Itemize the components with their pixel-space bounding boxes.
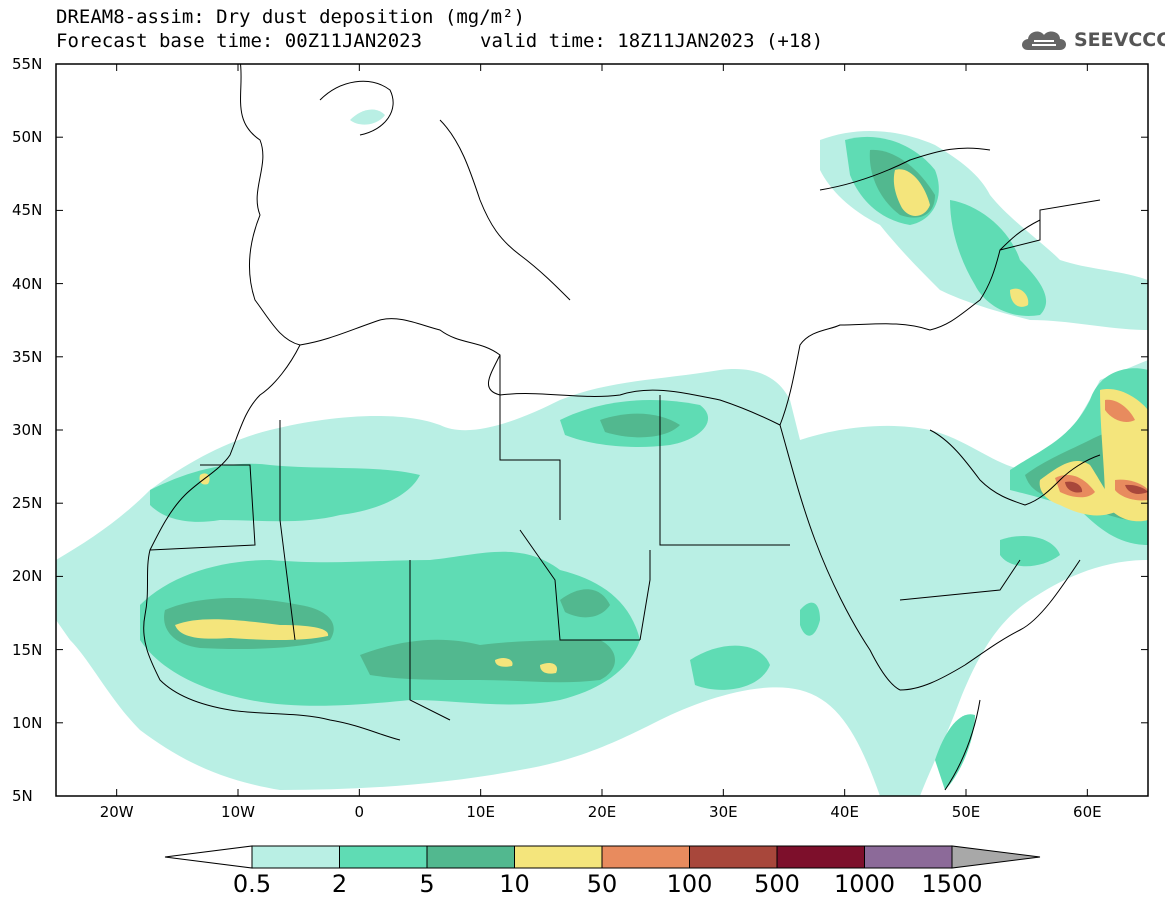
dust-area-high bbox=[1010, 288, 1029, 307]
dust-area-very-high bbox=[1105, 399, 1135, 422]
lon-label: 10E bbox=[466, 803, 495, 821]
colorbar-high-arrow bbox=[951, 845, 1041, 869]
lon-ticks bbox=[116, 64, 1088, 796]
coastlines-borders bbox=[143, 64, 1101, 791]
lon-label: 40E bbox=[830, 803, 859, 821]
lon-label: 50E bbox=[951, 803, 981, 821]
lat-ticks bbox=[56, 63, 1148, 797]
valid-time: valid time: 18Z11JAN2023 (+18) bbox=[480, 30, 824, 52]
colorbar-segment bbox=[426, 845, 515, 869]
seevccc-logo: SEEVCCC bbox=[1018, 26, 1165, 54]
dust-area-high bbox=[893, 169, 930, 216]
logo-text: SEEVCCC bbox=[1074, 29, 1165, 51]
forecast-base-time: Forecast base time: 00Z11JAN2023 bbox=[56, 30, 423, 52]
colorbar-label: 5 bbox=[419, 870, 435, 898]
lat-label: 45N bbox=[12, 201, 43, 220]
lat-label: 15N bbox=[12, 640, 43, 659]
colorbar bbox=[164, 845, 1041, 869]
dust-contour-layer bbox=[56, 109, 1148, 796]
colorbar-segment bbox=[339, 845, 428, 869]
lat-label: 20N bbox=[12, 567, 43, 586]
cloud-icon bbox=[1022, 31, 1066, 50]
lat-label: 50N bbox=[12, 128, 43, 147]
dust-area-high bbox=[175, 619, 329, 640]
dust-area-medium bbox=[800, 602, 820, 636]
lat-label: 55N bbox=[12, 55, 43, 73]
colorbar-segment bbox=[689, 845, 778, 869]
colorbar-segment bbox=[514, 845, 603, 869]
dust-area-high bbox=[495, 657, 513, 667]
colorbar-segment bbox=[251, 845, 340, 869]
dust-area-medium bbox=[1000, 535, 1060, 567]
colorbar-label: 2 bbox=[331, 870, 348, 898]
lon-label: 10W bbox=[221, 803, 255, 821]
lon-label: 20E bbox=[587, 803, 617, 821]
dust-area-dark bbox=[360, 639, 615, 683]
colorbar-segment bbox=[864, 845, 953, 869]
colorbar-segment bbox=[776, 845, 865, 869]
dust-area-medium bbox=[935, 714, 975, 790]
colorbar-label: 100 bbox=[666, 870, 713, 898]
dust-area-extreme bbox=[1125, 484, 1148, 494]
lon-label: 0 bbox=[354, 803, 365, 821]
lat-label: 10N bbox=[12, 713, 43, 732]
colorbar-segment bbox=[601, 845, 690, 869]
lat-label: 5N bbox=[12, 787, 33, 805]
lat-label: 25N bbox=[12, 494, 43, 513]
colorbar-label: 1500 bbox=[921, 870, 983, 898]
colorbar-label: 0.5 bbox=[232, 870, 272, 898]
lon-label: 60E bbox=[1073, 803, 1102, 821]
dust-area-high bbox=[540, 662, 558, 674]
lon-label: 20W bbox=[99, 803, 134, 821]
lat-label: 30N bbox=[12, 421, 43, 439]
colorbar-label: 50 bbox=[586, 870, 618, 898]
colorbar-label: 1000 bbox=[833, 870, 896, 898]
dust-area-medium bbox=[150, 463, 420, 522]
dust-area-medium bbox=[690, 645, 770, 690]
colorbar-label: 500 bbox=[754, 870, 800, 898]
dust-area-dark bbox=[560, 589, 610, 618]
lat-label: 40N bbox=[12, 274, 43, 293]
dust-area-extreme bbox=[1065, 481, 1083, 493]
colorbar-label: 10 bbox=[499, 870, 530, 898]
dust-area-light bbox=[350, 109, 385, 125]
lat-label: 35N bbox=[12, 347, 43, 366]
lon-label: 30E bbox=[709, 803, 738, 821]
map-title: DREAM8-assim: Dry dust deposition (mg/m²… bbox=[56, 6, 525, 28]
colorbar-low-arrow bbox=[164, 845, 253, 869]
